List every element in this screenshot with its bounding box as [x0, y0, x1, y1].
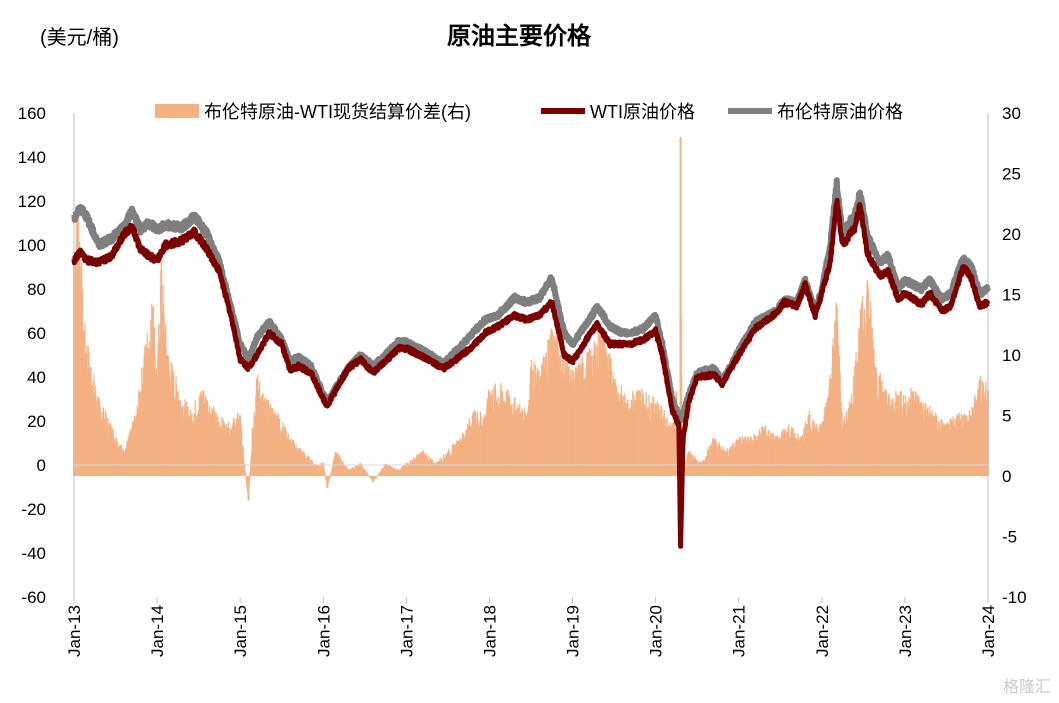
wti-line [71, 197, 991, 549]
y-right-tick-label: 20 [1002, 225, 1021, 244]
axes [73, 113, 989, 597]
legend-label-brent: 布伦特原油价格 [777, 102, 903, 122]
x-tick-label: Jan-17 [397, 605, 416, 657]
y-left-tick-label: 60 [27, 324, 46, 343]
y-left-tick-label: 100 [18, 236, 46, 255]
y-left-tick-label: 80 [27, 280, 46, 299]
tick-labels: 160140120100806040200-20-40-603025201510… [18, 104, 1027, 657]
y-right-tick-label: 15 [1002, 286, 1021, 305]
watermark-text: 格隆汇 [1002, 677, 1051, 696]
y-left-tick-label: 160 [18, 104, 46, 123]
x-tick-label: Jan-19 [564, 605, 583, 657]
chart-title: 原油主要价格 [447, 23, 592, 50]
x-tick-label: Jan-14 [148, 605, 167, 657]
x-tick-label: Jan-15 [231, 605, 250, 657]
legend-swatch-spread [155, 104, 199, 118]
x-tick-label: Jan-23 [896, 605, 915, 657]
legend-label-wti: WTI原油价格 [590, 102, 695, 122]
y-left-tick-label: 0 [37, 456, 46, 475]
y-right-tick-label: 30 [1002, 104, 1021, 123]
x-tick-label: Jan-20 [647, 605, 666, 657]
y-left-tick-label: 120 [18, 192, 46, 211]
legend: 布伦特原油-WTI现货结算价差(右) WTI原油价格 布伦特原油价格 [155, 102, 903, 122]
x-tick-label: Jan-13 [65, 605, 84, 657]
x-tick-label: Jan-16 [314, 605, 333, 657]
y-left-tick-label: 140 [18, 148, 46, 167]
x-tick-label: Jan-21 [730, 605, 749, 657]
y-left-tick-label: -20 [21, 500, 46, 519]
left-axis-unit: (美元/桶) [40, 26, 119, 49]
y-right-tick-label: 0 [1002, 467, 1011, 486]
y-right-tick-label: -10 [1002, 588, 1027, 607]
x-tick-label: Jan-18 [480, 605, 499, 657]
x-tick-label: Jan-24 [979, 605, 998, 657]
x-tick-label: Jan-22 [813, 605, 832, 657]
price-lines [71, 177, 991, 549]
y-right-tick-label: 5 [1002, 407, 1011, 426]
y-left-tick-label: -60 [21, 588, 46, 607]
y-right-tick-label: -5 [1002, 528, 1017, 547]
y-left-tick-label: 40 [27, 368, 46, 387]
legend-label-spread: 布伦特原油-WTI现货结算价差(右) [204, 102, 471, 122]
y-left-tick-label: -40 [21, 544, 46, 563]
spread-bars [73, 137, 989, 501]
y-right-tick-label: 10 [1002, 346, 1021, 365]
y-right-tick-label: 25 [1002, 165, 1021, 184]
y-left-tick-label: 20 [27, 412, 46, 431]
